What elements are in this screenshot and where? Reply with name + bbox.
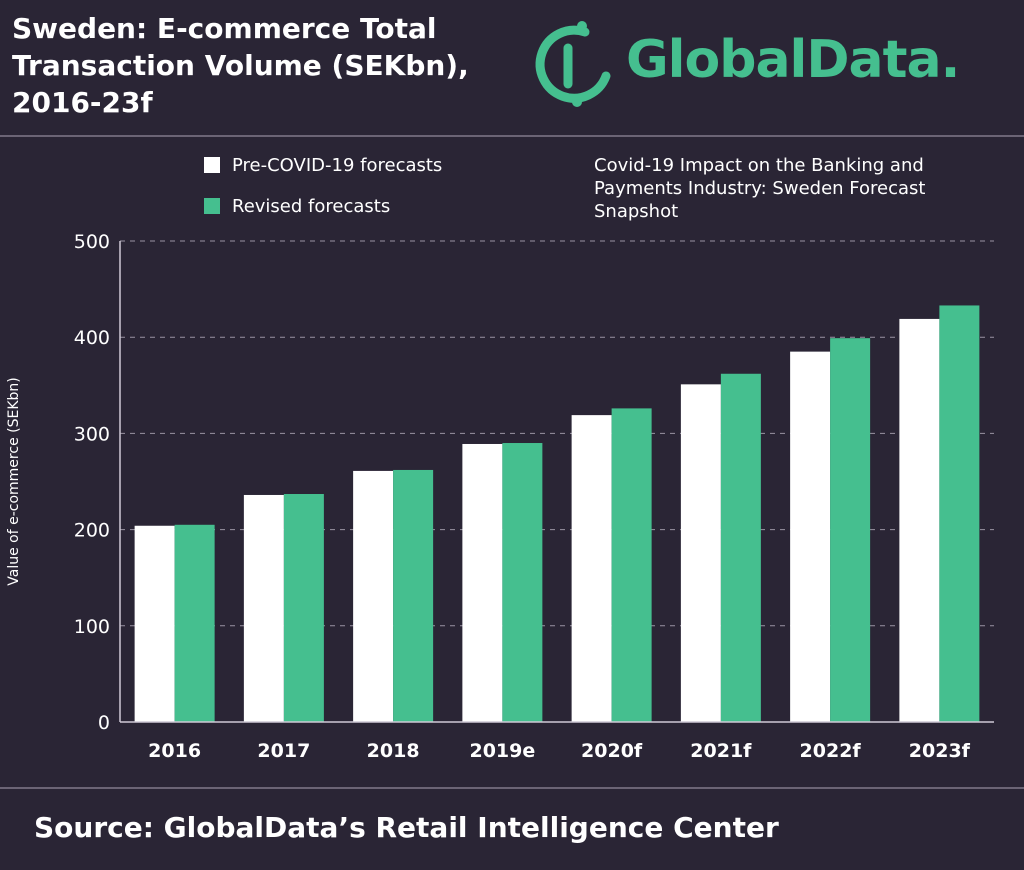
y-axis-ticks: 0 100 200 300 400 500 bbox=[74, 231, 110, 734]
y-tick-label: 300 bbox=[74, 423, 110, 445]
chart-title: Sweden: E-commerce Total Transaction Vol… bbox=[12, 12, 469, 119]
y-tick-label: 0 bbox=[98, 712, 110, 734]
y-tick-label: 200 bbox=[74, 520, 110, 542]
legend-swatch-revised bbox=[204, 198, 220, 214]
x-tick-label: 2016 bbox=[148, 740, 201, 762]
x-tick-label: 2017 bbox=[257, 740, 310, 762]
bar-pre-covid-2021f bbox=[680, 384, 721, 722]
x-tick-label: 2023f bbox=[909, 740, 971, 762]
bar-pre-covid-2017 bbox=[243, 494, 284, 722]
x-tick-label: 2020f bbox=[581, 740, 643, 762]
bar-pre-covid-2022f bbox=[790, 351, 831, 722]
legend: Pre-COVID-19 forecasts Revised forecasts bbox=[204, 155, 442, 217]
bar-revised-2020f bbox=[611, 408, 652, 722]
bar-chart: Pre-COVID-19 forecasts Revised forecasts… bbox=[6, 155, 994, 762]
legend-label-revised: Revised forecasts bbox=[232, 196, 390, 217]
chart-subtitle: Covid-19 Impact on the Banking and Payme… bbox=[594, 155, 925, 222]
bar-revised-2018 bbox=[393, 469, 434, 722]
y-tick-label: 400 bbox=[74, 327, 110, 349]
bar-pre-covid-2020f bbox=[571, 415, 612, 722]
globaldata-logo-text: GlobalData. bbox=[626, 30, 960, 90]
bar-revised-2023f bbox=[939, 305, 980, 722]
globaldata-logo: GlobalData. bbox=[530, 18, 1010, 118]
x-tick-label: 2018 bbox=[367, 740, 420, 762]
y-tick-label: 100 bbox=[74, 616, 110, 638]
bar-revised-2016 bbox=[174, 524, 215, 722]
legend-label-pre-covid: Pre-COVID-19 forecasts bbox=[232, 155, 442, 176]
footer: Source: GlobalData’s Retail Intelligence… bbox=[0, 787, 1024, 870]
bar-pre-covid-2016 bbox=[134, 525, 175, 722]
bar-pre-covid-2019e bbox=[462, 443, 503, 722]
x-tick-label: 2021f bbox=[690, 740, 752, 762]
source-note: Source: GlobalData’s Retail Intelligence… bbox=[34, 811, 779, 844]
legend-swatch-pre-covid bbox=[204, 157, 220, 173]
chart-area: Pre-COVID-19 forecasts Revised forecasts… bbox=[0, 137, 1024, 787]
bar-revised-2019e bbox=[502, 443, 543, 722]
bar-pre-covid-2023f bbox=[899, 318, 940, 722]
header: Sweden: E-commerce Total Transaction Vol… bbox=[0, 0, 1024, 137]
bars bbox=[134, 305, 980, 722]
y-axis-label: Value of e-commerce (SEKbn) bbox=[6, 377, 22, 585]
x-tick-label: 2019e bbox=[469, 740, 535, 762]
bar-revised-2017 bbox=[283, 494, 324, 722]
bar-revised-2021f bbox=[720, 373, 761, 722]
x-axis-ticks: 2016 2017 2018 2019e 2020f 2021f 2022f 2023f bbox=[148, 740, 970, 762]
subtitle-line-3: Snapshot bbox=[594, 201, 678, 222]
globaldata-logo-icon bbox=[535, 21, 611, 107]
subtitle-line-2: Payments Industry: Sweden Forecast bbox=[594, 178, 925, 199]
subtitle-line-1: Covid-19 Impact on the Banking and bbox=[594, 155, 924, 176]
x-tick-label: 2022f bbox=[800, 740, 862, 762]
bar-pre-covid-2018 bbox=[353, 470, 394, 722]
bar-revised-2022f bbox=[830, 338, 871, 722]
y-tick-label: 500 bbox=[74, 231, 110, 253]
